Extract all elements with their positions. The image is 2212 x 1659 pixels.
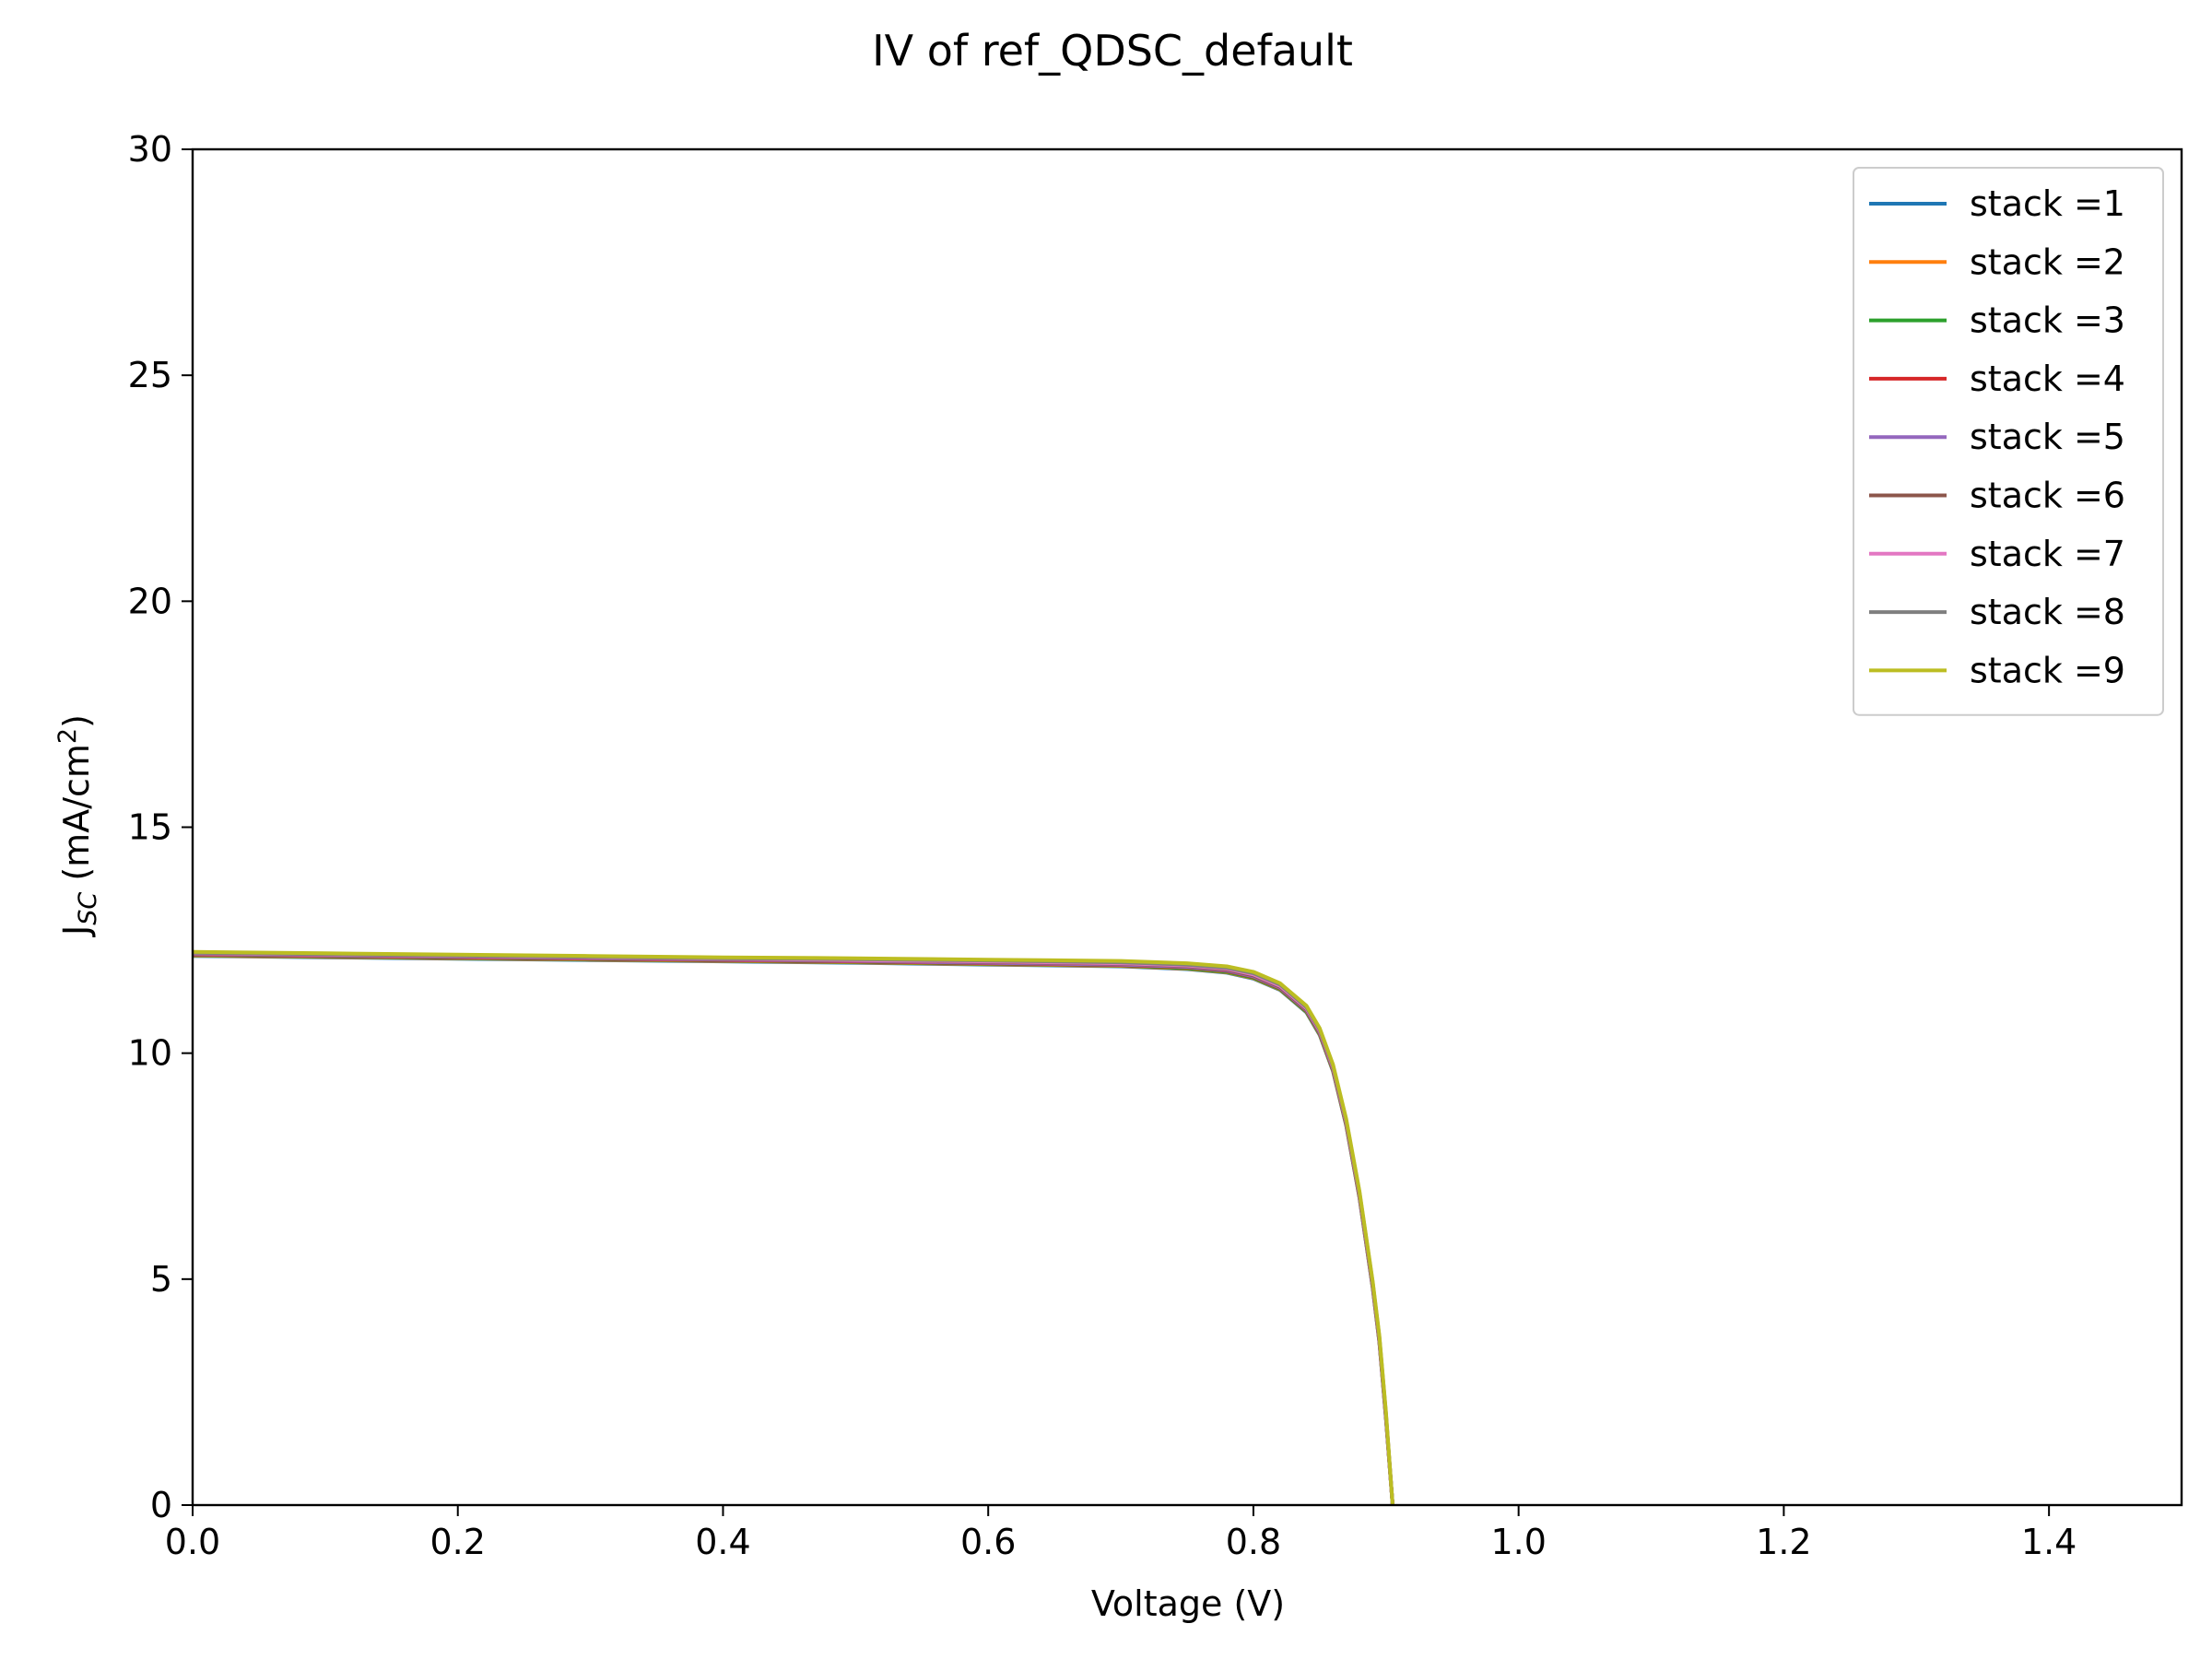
y-tick-label: 25 — [128, 355, 172, 395]
legend-label-4: stack =4 — [1970, 359, 2125, 399]
series-line-9 — [192, 949, 1394, 1506]
legend-label-2: stack =2 — [1970, 241, 2125, 282]
x-tick-label: 0.2 — [430, 1522, 486, 1562]
legend-box — [1853, 167, 2164, 716]
x-axis-label: Voltage (V) — [1091, 1583, 1285, 1624]
y-axis-label: JSC (mA/cm2) — [53, 714, 102, 937]
x-tick-label: 1.0 — [1490, 1522, 1546, 1562]
y-tick-label: 0 — [150, 1485, 172, 1525]
x-tick-label: 1.2 — [1756, 1522, 1811, 1562]
y-axis-label-close: ) — [56, 714, 97, 728]
legend-label-3: stack =3 — [1970, 300, 2125, 341]
y-axis-label-unit: (mA/cm — [56, 744, 97, 892]
y-tick-label: 10 — [128, 1033, 172, 1074]
legend-label-9: stack =9 — [1970, 650, 2125, 690]
x-tick-label: 0.8 — [1226, 1522, 1281, 1562]
legend-label-8: stack =8 — [1970, 592, 2125, 632]
legend-label-5: stack =5 — [1970, 417, 2125, 457]
y-axis-label-sub: SC — [74, 892, 102, 925]
x-tick-label: 0.0 — [165, 1522, 220, 1562]
legend-label-6: stack =6 — [1970, 476, 2125, 516]
x-tick-label: 0.4 — [695, 1522, 750, 1562]
legend-label-1: stack =1 — [1970, 183, 2125, 224]
x-tick-label: 1.4 — [2021, 1522, 2077, 1562]
y-tick-label: 20 — [128, 581, 172, 621]
series-lines — [192, 949, 1394, 1506]
legend-items: stack =1 stack =2 stack =3 stack =4 stack =5… — [1869, 183, 2125, 690]
y-axis-label-sup: 2 — [53, 728, 82, 744]
y-tick-label: 5 — [150, 1259, 172, 1300]
y-axis-label-main: J — [56, 925, 97, 937]
y-tick-label: 15 — [128, 807, 172, 848]
x-axis-ticks: 0.0 0.2 0.4 0.6 0.8 1.0 1.2 1.4 — [165, 1505, 2077, 1562]
y-axis-ticks: 0 5 10 15 20 25 30 — [128, 129, 193, 1525]
y-tick-label: 30 — [128, 129, 172, 170]
legend-label-7: stack =7 — [1970, 534, 2125, 574]
x-tick-label: 0.6 — [960, 1522, 1016, 1562]
legend: stack =1 stack =2 stack =3 stack =4 stack =5… — [1853, 167, 2164, 716]
chart-title: IV of ref_QDSC_default — [872, 26, 1353, 76]
